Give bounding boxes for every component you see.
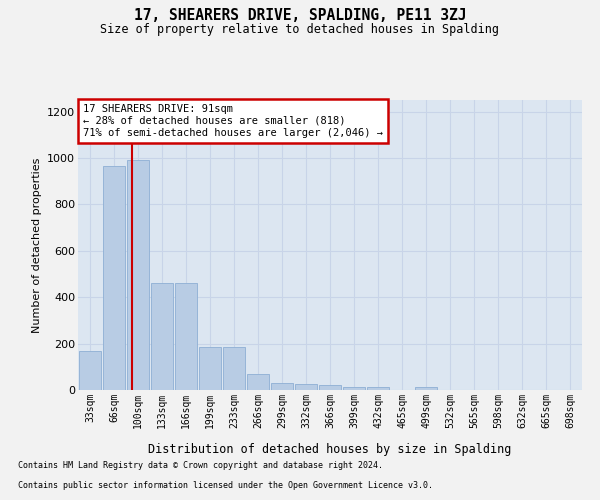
Text: 17 SHEARERS DRIVE: 91sqm
← 28% of detached houses are smaller (818)
71% of semi-: 17 SHEARERS DRIVE: 91sqm ← 28% of detach…	[83, 104, 383, 138]
Bar	[79, 350, 101, 390]
Text: Contains public sector information licensed under the Open Government Licence v3: Contains public sector information licen…	[18, 481, 433, 490]
Bar	[175, 284, 197, 390]
Bar	[343, 386, 365, 390]
Bar	[271, 383, 293, 390]
Bar	[223, 347, 245, 390]
Y-axis label: Number of detached properties: Number of detached properties	[32, 158, 41, 332]
Bar	[127, 160, 149, 390]
Bar	[103, 166, 125, 390]
Bar	[415, 386, 437, 390]
Bar	[151, 284, 173, 390]
Bar	[367, 387, 389, 390]
Text: Distribution of detached houses by size in Spalding: Distribution of detached houses by size …	[148, 442, 512, 456]
Bar	[295, 384, 317, 390]
Bar	[319, 386, 341, 390]
Text: 17, SHEARERS DRIVE, SPALDING, PE11 3ZJ: 17, SHEARERS DRIVE, SPALDING, PE11 3ZJ	[134, 8, 466, 22]
Text: Contains HM Land Registry data © Crown copyright and database right 2024.: Contains HM Land Registry data © Crown c…	[18, 461, 383, 470]
Bar	[247, 374, 269, 390]
Text: Size of property relative to detached houses in Spalding: Size of property relative to detached ho…	[101, 22, 499, 36]
Bar	[199, 347, 221, 390]
